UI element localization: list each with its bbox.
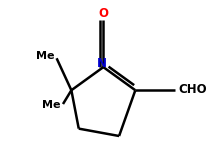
Text: CHO: CHO	[178, 83, 207, 96]
Text: O: O	[98, 7, 108, 20]
Text: Me: Me	[36, 51, 54, 61]
Text: N: N	[96, 57, 106, 70]
Text: Me: Me	[42, 100, 60, 110]
